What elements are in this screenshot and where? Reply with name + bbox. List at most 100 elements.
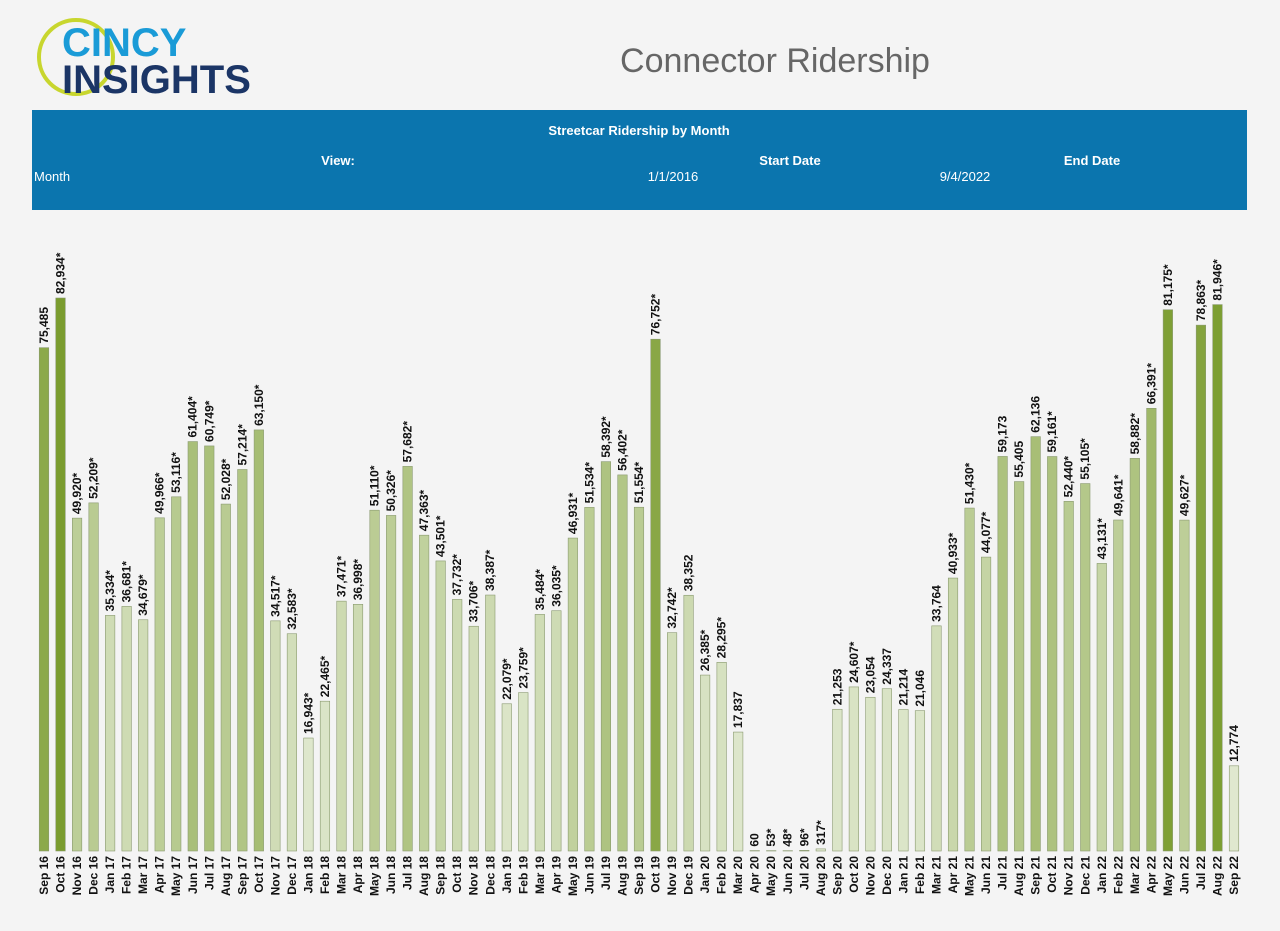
end-value[interactable]: 9/4/2022	[940, 169, 991, 184]
bar	[253, 429, 264, 852]
x-tick-label: Jan 19	[500, 856, 514, 894]
value-label: 57,682*	[401, 421, 415, 463]
x-tick-label: Feb 20	[715, 856, 729, 894]
x-tick-label: Mar 17	[136, 856, 150, 894]
value-label: 35,484*	[533, 569, 547, 611]
value-label: 38,352	[682, 554, 696, 591]
bar	[914, 710, 926, 852]
bar	[650, 338, 661, 852]
x-tick-label: Aug 21	[1012, 856, 1026, 896]
value-label: 37,471*	[335, 555, 349, 597]
bar	[716, 662, 727, 852]
value-label: 317*	[814, 820, 828, 845]
value-label: 24,607*	[847, 641, 861, 683]
value-label: 76,752*	[649, 294, 663, 336]
value-label: 51,554*	[632, 462, 646, 504]
value-label: 55,405	[1012, 441, 1026, 478]
value-label: 63,150*	[252, 384, 266, 426]
x-tick-label: Jul 19	[599, 856, 613, 890]
x-tick-label: Feb 19	[516, 856, 530, 894]
bar	[1080, 483, 1091, 852]
x-tick-label: Jun 22	[1177, 856, 1191, 894]
value-label: 53*	[764, 828, 778, 846]
x-tick-label: Mar 21	[930, 856, 944, 894]
bar	[534, 614, 545, 852]
value-label: 62,136	[1029, 396, 1043, 433]
bar	[1096, 563, 1107, 852]
value-label: 22,465*	[318, 656, 332, 698]
bar	[121, 606, 132, 852]
value-label: 21,046	[913, 670, 927, 707]
bar	[518, 692, 529, 852]
bar	[220, 503, 231, 852]
end-label: End Date	[1064, 153, 1120, 168]
x-tick-label: Sep 18	[434, 856, 448, 895]
x-tick-label: Nov 21	[1062, 856, 1076, 896]
value-label: 23,759*	[516, 647, 530, 689]
view-value[interactable]: Month	[34, 169, 70, 184]
value-label: 21,214	[896, 669, 910, 706]
x-tick-label: Jun 20	[781, 856, 795, 894]
bar	[402, 466, 413, 852]
x-tick-label: Aug 20	[814, 856, 828, 896]
value-label: 36,681*	[120, 561, 134, 603]
bar	[38, 347, 50, 852]
x-tick-label: Jan 17	[103, 856, 117, 894]
bar	[1162, 309, 1173, 852]
bar	[88, 502, 99, 852]
value-label: 34,517*	[268, 575, 282, 617]
x-tick-label: Oct 19	[649, 856, 663, 893]
value-label: 52,440*	[1062, 456, 1076, 498]
value-label: 40,933*	[946, 532, 960, 574]
x-tick-label: Dec 16	[87, 856, 101, 895]
value-label: 36,998*	[351, 559, 365, 601]
x-tick-label: Dec 20	[880, 856, 894, 895]
bar	[551, 610, 562, 852]
x-tick-label: Jun 19	[582, 856, 596, 894]
value-label: 43,131*	[1095, 518, 1109, 560]
x-tick-label: Nov 19	[665, 856, 679, 896]
x-tick-label: Jan 21	[896, 856, 910, 894]
bar	[154, 517, 165, 852]
bar	[452, 599, 463, 852]
x-tick-label: Apr 22	[1144, 856, 1158, 894]
x-tick-label: Oct 18	[450, 856, 464, 893]
bar	[617, 474, 628, 852]
bar	[931, 625, 942, 852]
x-tick-label: Mar 18	[335, 856, 349, 894]
value-label: 23,054	[863, 656, 877, 693]
x-tick-label: Jun 18	[384, 856, 398, 894]
bar	[947, 577, 959, 852]
bar	[187, 441, 198, 852]
bar	[1047, 456, 1058, 852]
bar	[815, 848, 826, 852]
bar	[1195, 324, 1206, 852]
bar	[352, 603, 364, 852]
value-label: 49,966*	[153, 472, 167, 514]
bar	[1014, 481, 1025, 852]
value-label: 33,764	[930, 585, 944, 622]
value-label: 49,627*	[1177, 474, 1191, 516]
x-tick-label: Jul 18	[401, 856, 415, 890]
logo-line2: INSIGHTS	[62, 58, 251, 102]
x-tick-label: Apr 19	[549, 856, 563, 894]
bar	[1146, 408, 1157, 852]
bar	[981, 556, 992, 852]
bar	[1113, 519, 1124, 852]
x-tick-label: Jan 22	[1095, 856, 1109, 894]
x-tick-label: Dec 18	[483, 856, 497, 895]
value-label: 52,028*	[219, 458, 233, 500]
value-label: 34,679*	[136, 574, 150, 616]
plot: 75,485 Sep 16 82,934* Oct 16 49,920* Nov 16 52…	[37, 252, 1241, 896]
value-label: 60	[748, 833, 762, 847]
x-tick-label: Sep 21	[1029, 856, 1043, 895]
value-label: 82,934*	[54, 252, 68, 294]
value-label: 38,387*	[483, 549, 497, 591]
value-label: 78,863*	[1194, 279, 1208, 321]
start-value[interactable]: 1/1/2016	[648, 169, 699, 184]
x-tick-label: Jul 22	[1194, 856, 1208, 890]
value-label: 32,742*	[665, 587, 679, 629]
value-label: 24,337	[880, 648, 894, 685]
value-label: 47,363*	[417, 489, 431, 531]
